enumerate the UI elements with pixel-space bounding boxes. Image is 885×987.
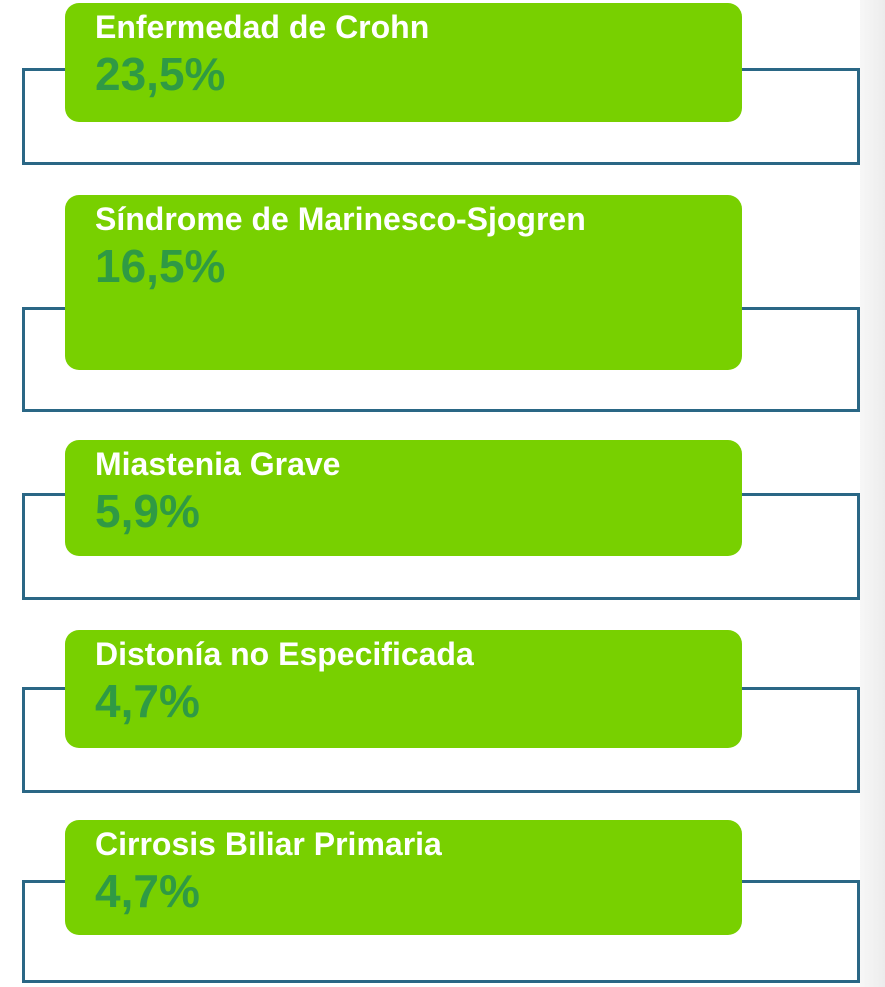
- item-value: 23,5%: [95, 48, 226, 100]
- item-card: Enfermedad de Crohn 23,5%: [65, 3, 742, 122]
- item-label: Enfermedad de Crohn: [95, 9, 430, 45]
- side-strip: [860, 0, 885, 987]
- item-label: Distonía no Especificada: [95, 636, 474, 672]
- item-card: Cirrosis Biliar Primaria 4,7%: [65, 820, 742, 935]
- item-label: Síndrome de Marinesco-Sjogren: [95, 201, 586, 237]
- item-value: 4,7%: [95, 865, 200, 917]
- item-card: Síndrome de Marinesco-Sjogren 16,5%: [65, 195, 742, 370]
- item-label: Cirrosis Biliar Primaria: [95, 826, 442, 862]
- item-label: Miastenia Grave: [95, 446, 341, 482]
- item-card: Miastenia Grave 5,9%: [65, 440, 742, 556]
- item-value: 4,7%: [95, 675, 200, 727]
- item-value: 16,5%: [95, 240, 226, 292]
- item-card: Distonía no Especificada 4,7%: [65, 630, 742, 748]
- item-value: 5,9%: [95, 485, 200, 537]
